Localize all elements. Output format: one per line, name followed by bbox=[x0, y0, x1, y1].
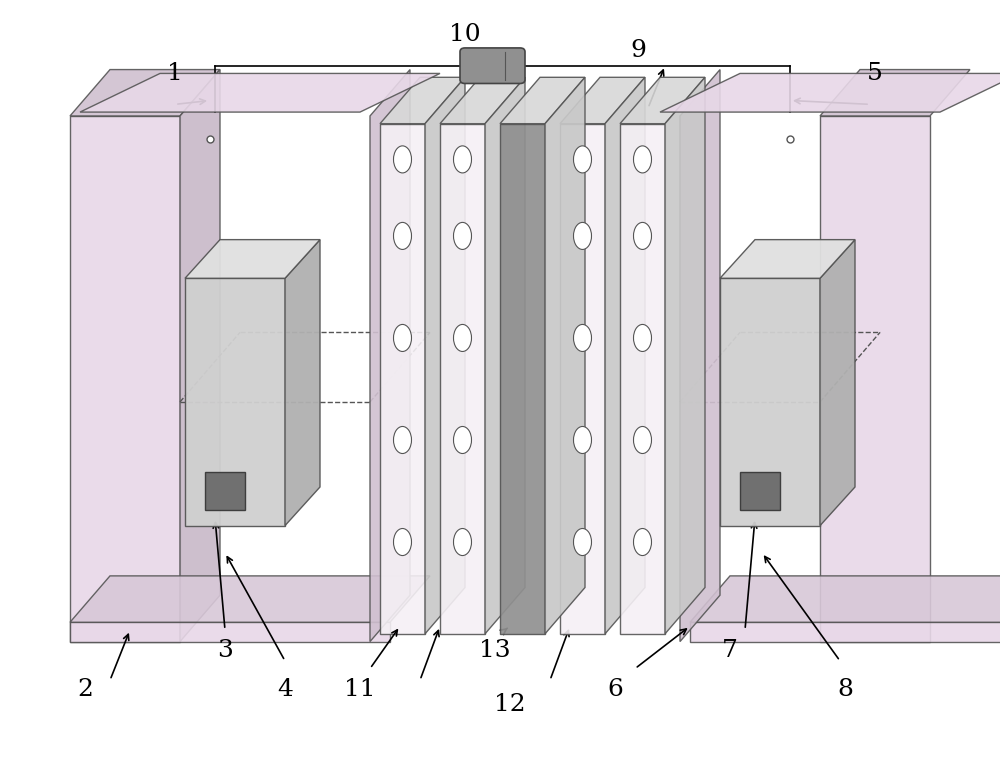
Polygon shape bbox=[285, 240, 320, 526]
Ellipse shape bbox=[634, 427, 652, 454]
Ellipse shape bbox=[454, 325, 472, 352]
Polygon shape bbox=[380, 77, 465, 124]
Polygon shape bbox=[425, 77, 465, 634]
Polygon shape bbox=[485, 77, 525, 634]
Polygon shape bbox=[690, 622, 1000, 642]
Polygon shape bbox=[660, 73, 1000, 112]
Text: 8: 8 bbox=[837, 678, 853, 701]
Text: 10: 10 bbox=[449, 23, 481, 46]
Polygon shape bbox=[380, 124, 425, 634]
Polygon shape bbox=[720, 240, 855, 278]
Ellipse shape bbox=[574, 325, 592, 352]
Polygon shape bbox=[440, 77, 525, 124]
Polygon shape bbox=[560, 77, 645, 124]
Ellipse shape bbox=[574, 427, 592, 454]
Text: 3: 3 bbox=[217, 639, 233, 662]
Polygon shape bbox=[680, 70, 720, 642]
Ellipse shape bbox=[634, 146, 652, 173]
Text: 2: 2 bbox=[77, 678, 93, 701]
Polygon shape bbox=[80, 73, 440, 112]
Ellipse shape bbox=[454, 427, 472, 454]
Polygon shape bbox=[605, 77, 645, 634]
Polygon shape bbox=[560, 124, 605, 634]
Ellipse shape bbox=[394, 427, 412, 454]
Polygon shape bbox=[500, 124, 545, 634]
FancyBboxPatch shape bbox=[460, 48, 525, 83]
Polygon shape bbox=[205, 472, 245, 510]
Polygon shape bbox=[820, 70, 970, 116]
Polygon shape bbox=[500, 77, 585, 124]
Polygon shape bbox=[820, 240, 855, 526]
Ellipse shape bbox=[574, 146, 592, 173]
Text: 9: 9 bbox=[630, 39, 646, 62]
Polygon shape bbox=[690, 576, 1000, 622]
Text: 13: 13 bbox=[479, 639, 511, 662]
Polygon shape bbox=[665, 77, 705, 634]
Text: 11: 11 bbox=[344, 678, 376, 701]
Polygon shape bbox=[740, 472, 780, 510]
Ellipse shape bbox=[394, 529, 412, 556]
Text: 4: 4 bbox=[277, 678, 293, 701]
Polygon shape bbox=[180, 70, 220, 642]
Polygon shape bbox=[620, 77, 705, 124]
Text: 1: 1 bbox=[167, 62, 183, 85]
Ellipse shape bbox=[574, 223, 592, 250]
Polygon shape bbox=[370, 70, 410, 642]
Polygon shape bbox=[440, 124, 485, 634]
Polygon shape bbox=[620, 124, 665, 634]
Ellipse shape bbox=[394, 146, 412, 173]
Ellipse shape bbox=[454, 223, 472, 250]
Polygon shape bbox=[70, 70, 220, 116]
Text: 5: 5 bbox=[867, 62, 883, 85]
Polygon shape bbox=[70, 622, 390, 642]
Polygon shape bbox=[185, 278, 285, 526]
Polygon shape bbox=[820, 116, 930, 642]
Ellipse shape bbox=[634, 325, 652, 352]
Polygon shape bbox=[70, 116, 180, 642]
Polygon shape bbox=[70, 576, 430, 622]
Ellipse shape bbox=[634, 223, 652, 250]
Ellipse shape bbox=[574, 529, 592, 556]
Ellipse shape bbox=[394, 223, 412, 250]
Polygon shape bbox=[185, 240, 320, 278]
Text: 7: 7 bbox=[722, 639, 738, 662]
Text: 12: 12 bbox=[494, 693, 526, 717]
Ellipse shape bbox=[394, 325, 412, 352]
Ellipse shape bbox=[454, 529, 472, 556]
Polygon shape bbox=[720, 278, 820, 526]
Ellipse shape bbox=[634, 529, 652, 556]
Text: 6: 6 bbox=[607, 678, 623, 701]
Ellipse shape bbox=[454, 146, 472, 173]
Polygon shape bbox=[545, 77, 585, 634]
